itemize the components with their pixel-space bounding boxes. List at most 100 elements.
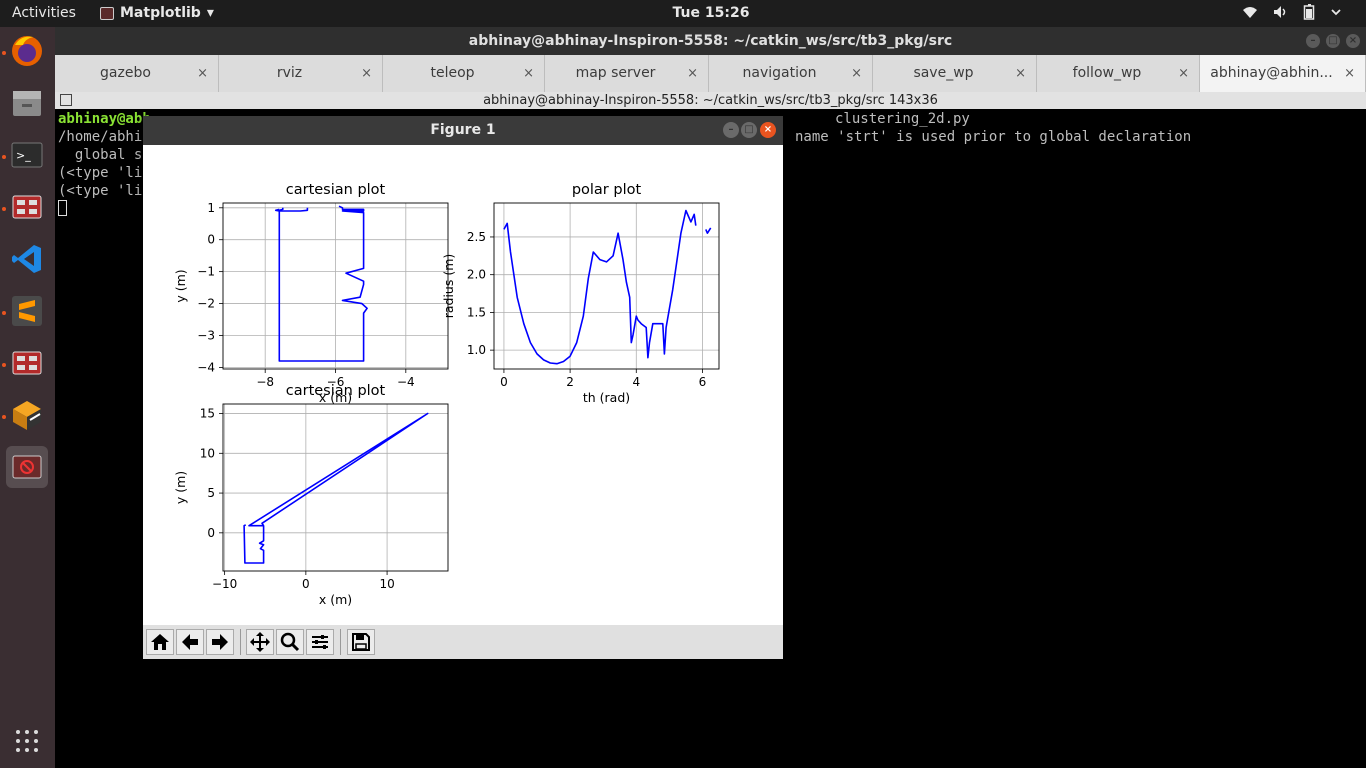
terminal-icon: >_ [11, 142, 43, 168]
y-tick-label: −2 [197, 297, 215, 311]
x-tick-label: 6 [699, 375, 707, 389]
activities-button[interactable]: Activities [12, 5, 76, 21]
y-tick-label: 5 [207, 486, 215, 500]
back-button[interactable] [176, 629, 204, 655]
close-icon[interactable]: × [851, 66, 862, 81]
running-indicator [2, 207, 6, 211]
terminal-line-command: clustering_2d.py [835, 111, 970, 127]
pan-icon [250, 632, 270, 652]
x-tick-label: 10 [379, 577, 394, 591]
matplotlib-app-icon [12, 455, 42, 479]
dock: >_ [0, 27, 55, 768]
tab-rviz[interactable]: rviz × [219, 55, 383, 92]
app-menu-label: Matplotlib [120, 5, 201, 21]
forward-icon [212, 634, 228, 650]
terminal-line-warning: name 'strt' is used prior to global decl… [795, 129, 1192, 145]
figure-title: Figure 1 [430, 122, 496, 138]
x-axis-label: x (m) [319, 390, 352, 405]
axes-frame [222, 403, 449, 572]
close-icon[interactable]: × [1015, 66, 1026, 81]
x-axis-label: th (rad) [583, 390, 630, 405]
subplots-button[interactable] [306, 629, 334, 655]
tab-gazebo[interactable]: gazebo × [55, 55, 219, 92]
figure-window[interactable]: Figure 1 – □ × −8 −6 −4 1 0 −1 −2 −3 −4 cartesian… [143, 116, 783, 659]
x-tick-label: −8 [256, 375, 274, 389]
app-icon [12, 351, 42, 375]
figure-close-button[interactable]: × [760, 122, 776, 138]
dock-app[interactable] [6, 186, 48, 228]
files-icon [13, 91, 41, 116]
terminal-title-bar[interactable]: abhinay@abhinay-Inspiron-5558: ~/catkin_… [55, 27, 1366, 55]
minimize-button[interactable]: – [1306, 34, 1320, 48]
tab-navigation[interactable]: navigation × [709, 55, 873, 92]
close-icon[interactable]: × [1344, 66, 1355, 81]
tab-active-terminal[interactable]: abhinay@abhin... × [1200, 55, 1366, 92]
tab-label: abhinay@abhin... [1210, 65, 1333, 81]
y-tick-label: 1.0 [467, 343, 486, 357]
dock-sublime[interactable] [6, 290, 48, 332]
tab-label: rviz [276, 65, 303, 81]
polar-plot: 0 2 4 6 1.0 1.5 2.0 2.5 polar plot th (rad) radius… [441, 182, 720, 405]
chart-title: cartesian plot [286, 383, 386, 399]
zoom-icon [280, 632, 300, 652]
close-icon[interactable]: × [361, 66, 372, 81]
forward-button[interactable] [206, 629, 234, 655]
pan-button[interactable] [246, 629, 274, 655]
series-line [243, 412, 429, 564]
dock-matplotlib[interactable] [6, 446, 48, 488]
tab-follow-wp[interactable]: follow_wp × [1037, 55, 1200, 92]
close-icon[interactable]: × [523, 66, 534, 81]
close-icon[interactable]: × [197, 66, 208, 81]
series-line [503, 209, 697, 365]
tab-map-server[interactable]: map server × [545, 55, 709, 92]
dock-terminal[interactable]: >_ [6, 134, 48, 176]
terminal-line-path: /home/abhi [58, 129, 143, 145]
tab-label: navigation [742, 65, 817, 81]
show-applications-button[interactable] [14, 728, 40, 758]
figure-minimize-button[interactable]: – [723, 122, 739, 138]
tab-label: gazebo [100, 65, 151, 81]
running-indicator [2, 415, 6, 419]
dock-vscode[interactable] [6, 238, 48, 280]
y-tick-label: 1.5 [467, 305, 486, 319]
axes-background [494, 203, 719, 369]
close-button[interactable]: × [1346, 34, 1360, 48]
close-icon[interactable]: × [687, 66, 698, 81]
system-tray[interactable] [1242, 4, 1342, 20]
app-menu[interactable]: Matplotlib ▾ [100, 5, 214, 21]
maximize-button[interactable]: □ [1326, 34, 1340, 48]
tab-save-wp[interactable]: save_wp × [873, 55, 1037, 92]
figure-maximize-button[interactable]: □ [741, 122, 757, 138]
terminal-subtitle-bar: abhinay@abhinay-Inspiron-5558: ~/catkin_… [55, 92, 1366, 109]
figure-title-bar[interactable]: Figure 1 – □ × [143, 116, 783, 145]
series-line [278, 205, 368, 362]
y-tick-label: 2.5 [467, 230, 486, 244]
y-tick-label: −3 [197, 328, 215, 342]
tab-teleop[interactable]: teleop × [383, 55, 545, 92]
x-tick-label: 4 [632, 375, 640, 389]
dock-files[interactable] [6, 82, 48, 124]
app-menu-icon [100, 6, 114, 20]
terminal-menu-icon[interactable] [60, 94, 72, 106]
dock-firefox[interactable] [6, 30, 48, 72]
power-menu-icon [1331, 9, 1341, 16]
tab-label: follow_wp [1072, 65, 1142, 81]
clock[interactable]: Tue 15:26 [672, 5, 750, 21]
subplots-icon [312, 635, 328, 649]
y-axis-label: y (m) [173, 471, 188, 504]
y-tick-label: 15 [200, 407, 215, 421]
chart-title: polar plot [572, 182, 642, 198]
save-button[interactable] [347, 629, 375, 655]
dock-app[interactable] [6, 342, 48, 384]
series-line [705, 227, 712, 234]
home-button[interactable] [146, 629, 174, 655]
series-line [274, 207, 309, 212]
close-icon[interactable]: × [1178, 66, 1189, 81]
x-tick-label: 0 [500, 375, 508, 389]
back-icon [182, 634, 198, 650]
zoom-button[interactable] [276, 629, 304, 655]
y-tick-label: −1 [197, 265, 215, 279]
dock-installer[interactable] [6, 394, 48, 436]
